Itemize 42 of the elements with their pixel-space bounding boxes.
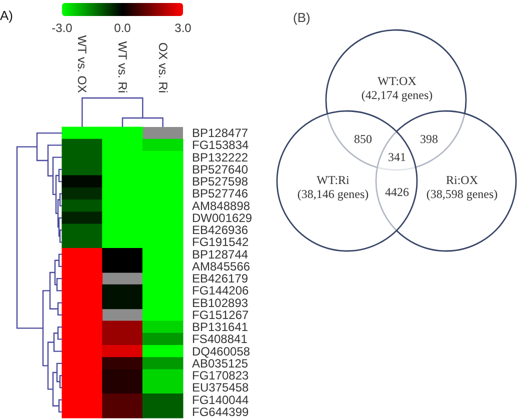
y-tick-label: FG144206 — [192, 284, 250, 298]
text: 4426 — [385, 185, 409, 199]
category-label: WT:Ri — [316, 173, 350, 187]
text: (B) — [293, 10, 310, 25]
text: (38,598 genes) — [426, 187, 498, 201]
y-tick-label: EB426936 — [192, 223, 248, 238]
color-bar-label: 0.0 — [114, 21, 132, 35]
y-tick-label: AM848898 — [192, 198, 250, 213]
y-tick-label: FG151267 — [192, 308, 250, 322]
text: 850 — [354, 132, 372, 146]
y-tick-label: BP527746 — [192, 186, 248, 201]
y-tick-label: FS408841 — [192, 332, 248, 346]
color-bar-label: -3.0 — [52, 21, 73, 35]
y-tick-label: AM845566 — [192, 259, 250, 274]
y-tick-label: BP132222 — [192, 150, 248, 164]
y-tick-label: FG140044 — [192, 392, 250, 407]
y-tick-label: BP131641 — [192, 320, 248, 334]
y-tick-label: DQ460058 — [192, 344, 250, 358]
y-tick-label: BP128477 — [192, 126, 248, 140]
y-tick-label: BP128744 — [192, 247, 248, 262]
y-tick-label: FG170823 — [192, 368, 250, 383]
y-tick-label: EB102893 — [192, 296, 248, 310]
y-tick-label: DW001629 — [192, 210, 252, 225]
category-label: Ri:OX — [446, 173, 478, 187]
category-label: WT:OX — [378, 74, 417, 88]
y-tick-label: BP527640 — [192, 162, 248, 176]
y-tick-label: FG191542 — [192, 235, 250, 250]
x-tick-label: WT vs. Ri — [116, 41, 130, 93]
x-tick-label: WT vs. OX — [75, 35, 90, 93]
x-tick-label: OX vs. Ri — [156, 42, 170, 93]
text: 341 — [388, 150, 406, 164]
y-tick-label: FG644399 — [192, 404, 250, 419]
y-tick-label: BP527598 — [192, 174, 248, 189]
text: 398 — [420, 132, 438, 146]
text: (42,174 genes) — [361, 88, 433, 102]
y-tick-label: EB426179 — [192, 272, 248, 286]
text: (38,146 genes) — [297, 187, 369, 201]
y-tick-label: EU375458 — [192, 380, 250, 395]
color-bar-label: 3.0 — [174, 21, 192, 35]
y-tick-label: FG153834 — [192, 138, 250, 152]
y-tick-label: AB035125 — [192, 356, 248, 370]
chart-title: A) — [0, 8, 13, 23]
